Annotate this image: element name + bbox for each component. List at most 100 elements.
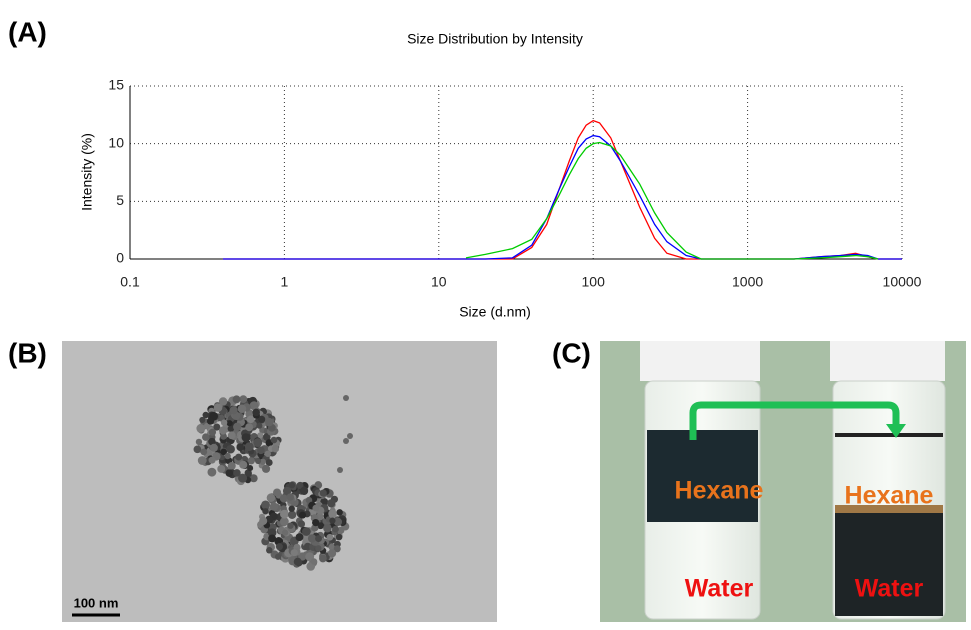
panel-label: (A) bbox=[8, 16, 47, 47]
nanoparticle bbox=[290, 549, 298, 557]
nanoparticle bbox=[241, 433, 251, 442]
nanoparticle bbox=[266, 546, 273, 554]
nanoparticle bbox=[226, 444, 235, 454]
nanoparticle bbox=[263, 433, 271, 441]
nanoparticle bbox=[252, 408, 260, 417]
nanoparticle bbox=[238, 473, 248, 483]
x-axis-label: Size (d.nm) bbox=[459, 304, 531, 320]
nanoparticle bbox=[199, 416, 206, 423]
scale-bar-label: 100 nm bbox=[74, 595, 119, 610]
nanoparticle bbox=[337, 467, 343, 473]
nanoparticle bbox=[282, 486, 292, 496]
nanoparticle bbox=[229, 406, 238, 415]
plot: 0 5 10 15 0.1 1 10 100 1000 10000 bbox=[108, 77, 921, 290]
y-tick-label: 0 bbox=[116, 250, 124, 266]
y-tick-label: 15 bbox=[108, 77, 124, 93]
tem-image: 100 nm bbox=[62, 341, 497, 622]
nanoparticle bbox=[287, 522, 294, 529]
nanoparticle bbox=[337, 526, 345, 535]
phase-label: Hexane bbox=[675, 477, 764, 505]
nanoparticle bbox=[244, 442, 254, 452]
nanoparticle bbox=[286, 493, 294, 501]
nanoparticle bbox=[227, 431, 236, 440]
nanoparticle bbox=[258, 415, 266, 423]
nanoparticle bbox=[268, 534, 277, 543]
nanoparticle bbox=[259, 516, 268, 526]
nanoparticle bbox=[315, 545, 322, 552]
nanoparticle bbox=[299, 511, 307, 519]
nanoparticle bbox=[288, 482, 296, 489]
nanoparticle bbox=[227, 461, 236, 471]
nanoparticle bbox=[293, 557, 302, 566]
nanoparticle bbox=[218, 397, 228, 406]
nanoparticle bbox=[244, 469, 252, 477]
nanoparticle bbox=[208, 428, 217, 436]
nanoparticle bbox=[329, 517, 336, 524]
nanoparticle bbox=[343, 438, 349, 444]
nanoparticle bbox=[249, 474, 258, 483]
nanoparticle bbox=[257, 432, 264, 439]
nanoparticle bbox=[253, 438, 263, 448]
panel-label: (B) bbox=[8, 337, 47, 368]
nanoparticle bbox=[200, 448, 208, 456]
x-tick-label: 10 bbox=[431, 274, 447, 290]
nanoparticle bbox=[232, 395, 241, 404]
nanoparticle bbox=[267, 528, 277, 537]
y-tick-label: 5 bbox=[116, 192, 124, 208]
nanoparticle bbox=[227, 425, 235, 432]
chart-title: Size Distribution by Intensity bbox=[407, 31, 583, 47]
nanoparticle bbox=[279, 494, 289, 503]
nanoparticle bbox=[193, 445, 202, 454]
nanoparticle bbox=[271, 445, 280, 453]
nanoparticle bbox=[233, 422, 242, 432]
nanoparticle bbox=[275, 543, 283, 551]
nanoparticle bbox=[225, 469, 234, 477]
nanoparticle bbox=[256, 422, 263, 429]
nanoparticle bbox=[246, 415, 255, 424]
nanoparticle bbox=[280, 517, 289, 526]
nanoparticle bbox=[213, 423, 221, 431]
nanoparticle bbox=[197, 456, 207, 465]
phase-label: Hexane bbox=[845, 482, 934, 510]
nanoparticle bbox=[217, 464, 226, 473]
nanoparticle bbox=[218, 426, 228, 435]
nanoparticle bbox=[259, 458, 266, 465]
nanoparticle bbox=[274, 553, 282, 560]
nanoparticle bbox=[307, 534, 317, 543]
panel-label: (C) bbox=[552, 337, 591, 368]
nanoparticle bbox=[226, 420, 233, 427]
nanoparticle bbox=[335, 533, 343, 541]
nanoparticle bbox=[261, 500, 270, 510]
nanoparticle bbox=[288, 505, 295, 512]
nanoparticle bbox=[203, 422, 211, 430]
nanoparticle bbox=[299, 486, 309, 496]
nanoparticle bbox=[312, 504, 320, 512]
nanoparticle bbox=[296, 481, 304, 489]
nanoparticle bbox=[196, 424, 206, 433]
nanoparticle bbox=[270, 436, 278, 444]
nanoparticle bbox=[302, 527, 311, 536]
nanoparticle bbox=[202, 433, 210, 441]
nanoparticle bbox=[265, 459, 273, 466]
nanoparticle bbox=[323, 523, 332, 533]
nanoparticle bbox=[312, 518, 320, 527]
nanoparticle bbox=[245, 423, 254, 432]
nanoparticle bbox=[273, 488, 282, 497]
nanoparticle bbox=[315, 535, 322, 543]
nanoparticle bbox=[220, 419, 228, 426]
nanoparticle bbox=[326, 533, 334, 541]
nanoparticle bbox=[255, 457, 262, 465]
nanoparticle bbox=[295, 533, 304, 542]
nanoparticle bbox=[202, 411, 209, 419]
nanoparticle bbox=[333, 545, 341, 553]
series-line bbox=[465, 141, 879, 260]
nanoparticle bbox=[207, 467, 217, 477]
nanoparticle bbox=[287, 510, 297, 519]
nanoparticle bbox=[280, 509, 289, 519]
nanoparticle bbox=[282, 529, 289, 536]
nanoparticle bbox=[235, 453, 243, 461]
vial-photo: Hexane Water Hexane Water bbox=[600, 341, 966, 622]
nanoparticle bbox=[224, 452, 231, 460]
nanoparticle bbox=[206, 417, 215, 425]
nanoparticle bbox=[220, 433, 227, 440]
